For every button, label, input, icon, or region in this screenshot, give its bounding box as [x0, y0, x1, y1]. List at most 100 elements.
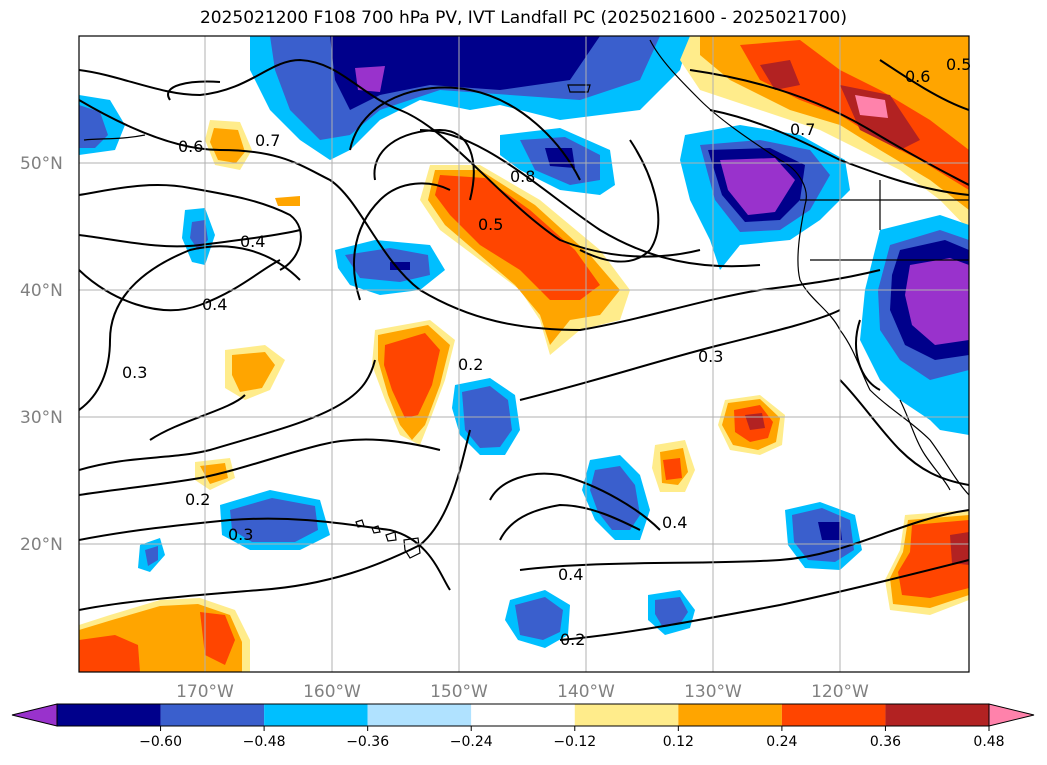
- contour-line: [79, 58, 701, 258]
- contour-line: [149, 394, 246, 441]
- pv-positive-region: [232, 352, 275, 392]
- lat-label: 50°N: [20, 154, 63, 174]
- coastline: [83, 134, 146, 141]
- colorbar-segment: [57, 704, 161, 726]
- contour-line: [79, 429, 471, 611]
- contour-line: [689, 69, 969, 186]
- lon-label: 170°W: [176, 682, 234, 702]
- contour-line: [349, 86, 581, 181]
- contour-line: [79, 184, 302, 271]
- pv-negative-region: [920, 390, 969, 435]
- island: [403, 537, 421, 559]
- pv-positive-region: [760, 60, 800, 90]
- island: [371, 525, 381, 534]
- pv-positive-region: [384, 333, 440, 418]
- pv-negative-region: [190, 220, 208, 250]
- contour-label: 0.2: [458, 355, 483, 374]
- pv-positive-region: [855, 95, 888, 118]
- colorbar-tick-label: 0.48: [973, 734, 1004, 750]
- contour-line: [519, 309, 841, 401]
- pv-positive-region: [275, 196, 300, 206]
- colorbar-tick-label: 0.12: [663, 734, 694, 750]
- pv-negative-region: [905, 258, 969, 345]
- pv-negative-region: [345, 248, 430, 282]
- contour-line: [519, 509, 969, 571]
- colorbar-tick-label: −0.24: [450, 734, 493, 750]
- contour-label: 0.5: [478, 215, 503, 234]
- contour-line: [489, 472, 661, 531]
- contour-label: 0.6: [178, 137, 203, 156]
- contour-line: [79, 259, 281, 312]
- latitude-labels: 50°N 40°N 30°N 20°N: [20, 154, 63, 555]
- colorbar-segment: [885, 704, 989, 726]
- contour-line: [879, 59, 969, 111]
- pv-negative-region: [655, 597, 688, 626]
- colorbar: [11, 703, 1035, 727]
- pv-negative-region: [818, 522, 842, 540]
- pv-positive-region: [200, 463, 228, 484]
- contour-line: [499, 503, 641, 541]
- contour-line: [79, 245, 301, 411]
- map-frame: [78, 35, 970, 673]
- contour-label: 0.4: [240, 232, 265, 251]
- colorbar-frame: [56, 703, 990, 727]
- colorbar-tick-label: 0.24: [766, 734, 797, 750]
- contour-line: [79, 229, 301, 248]
- contour-label: 0.6: [905, 67, 930, 86]
- pv-negative-region: [145, 546, 158, 566]
- island: [355, 519, 365, 528]
- colorbar-tick-label: 0.36: [870, 734, 901, 750]
- colorbar-extend-max: [988, 703, 1035, 727]
- pv-negative-region: [330, 36, 600, 110]
- longitude-labels: 170°W 160°W 150°W 140°W 130°W 120°W: [176, 682, 869, 702]
- colorbar-segment: [160, 704, 265, 726]
- contour-line: [79, 517, 451, 591]
- pv-positive-region: [435, 175, 600, 300]
- chart-title: 2025021200 F108 700 hPa PV, IVT Landfall…: [199, 8, 847, 28]
- contour-label: 0.2: [185, 490, 210, 509]
- coastline: [567, 84, 591, 93]
- contour-label: 0.8: [510, 167, 535, 186]
- colorbar-tick-label: −0.60: [139, 734, 182, 750]
- colorbar-segment: [678, 704, 782, 726]
- colorbar-segment: [574, 704, 679, 726]
- colorbar-tick-label: −0.48: [243, 734, 286, 750]
- lat-label: 30°N: [20, 408, 63, 428]
- contour-labels: 0.6 0.7 0.4 0.4 0.3 0.8 0.5 0.2 0.3 0.7 …: [122, 55, 971, 649]
- contour-label: 0.3: [122, 363, 147, 382]
- contour-line: [855, 319, 881, 391]
- contour-line: [353, 182, 451, 301]
- pv-negative-region: [79, 105, 108, 148]
- colorbar-extend-min: [11, 703, 58, 727]
- contour-line: [559, 559, 969, 641]
- colorbar-segment: [264, 704, 368, 726]
- contour-line: [79, 359, 376, 471]
- lon-label: 160°W: [303, 682, 361, 702]
- colorbar-segment: [781, 704, 886, 726]
- colorbar-segment: [367, 704, 472, 726]
- pv-negative-region: [230, 498, 318, 542]
- lon-label: 130°W: [684, 682, 742, 702]
- contour-line: [373, 128, 475, 201]
- island: [385, 531, 397, 542]
- pc-contours: [79, 58, 969, 641]
- contour-line: [79, 438, 441, 496]
- contour-label: 0.7: [255, 131, 280, 150]
- graticule: [79, 36, 969, 672]
- contour-label: 0.2: [560, 630, 585, 649]
- colorbar-segment: [471, 704, 575, 726]
- contour-label: 0.4: [662, 513, 687, 532]
- pv-positive-region: [79, 635, 140, 672]
- lat-label: 40°N: [20, 281, 63, 301]
- pv-positive-region: [210, 128, 245, 163]
- contour-line: [839, 379, 969, 486]
- contour-line: [579, 139, 660, 263]
- contour-label: 0.3: [698, 347, 723, 366]
- pv-positive-region: [200, 612, 235, 665]
- lon-label: 120°W: [811, 682, 869, 702]
- colorbar-tick-label: −0.36: [346, 734, 389, 750]
- lat-label: 20°N: [20, 535, 63, 555]
- pv-negative-region: [355, 66, 385, 92]
- contour-label: 0.3: [228, 525, 253, 544]
